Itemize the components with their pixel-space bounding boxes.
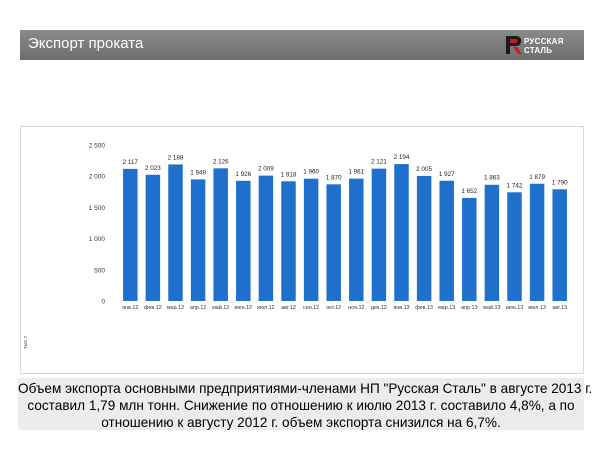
bar-value-label: 2 188 <box>168 154 184 161</box>
bar <box>394 164 409 301</box>
x-tick-label: июл.13 <box>528 305 546 311</box>
bar-value-label: 2 005 <box>416 166 432 173</box>
caption-line-1: Объем экспорта основными предприятиями-ч… <box>18 381 593 396</box>
bar-value-label: 2 023 <box>145 165 161 172</box>
bar-value-label: 2 194 <box>394 154 410 161</box>
y-tick-label: 2 500 <box>89 143 106 150</box>
bar <box>281 181 296 301</box>
bar-value-label: 2 009 <box>258 166 274 173</box>
bar <box>236 180 251 301</box>
chart-panel: 0 500 1 000 1 500 2 000 2 500 тыс.т 2 117 янв.12… <box>20 126 584 374</box>
bar <box>303 178 319 301</box>
export-bar-chart: 0 500 1 000 1 500 2 000 2 500 тыс.т 2 117 янв.12… <box>23 143 568 350</box>
caption-line-3: отношению к августу 2012 г. объем экспор… <box>101 415 501 430</box>
bar <box>371 168 387 301</box>
russian-steel-logo: РУССКАЯ СТАЛЬ <box>504 31 576 59</box>
bar-value-label: 1 863 <box>484 175 500 182</box>
x-tick-label: июл.12 <box>257 305 275 311</box>
bar <box>484 184 500 301</box>
bar-value-label: 1 961 <box>348 169 364 176</box>
x-tick-label: май.13 <box>483 304 500 311</box>
bar-value-label: 1 742 <box>507 182 523 189</box>
x-tick-label: июн.13 <box>506 305 524 311</box>
bar <box>529 183 545 301</box>
bar-value-label: 1 949 <box>190 169 206 176</box>
bar <box>168 164 183 301</box>
y-tick-label: 0 <box>101 299 105 306</box>
bar <box>439 180 454 301</box>
bar <box>462 197 477 301</box>
x-tick-label: фев.12 <box>144 305 162 311</box>
bar <box>326 184 341 301</box>
caption-line-2: составил 1,79 млн тонн. Снижение по отно… <box>27 398 575 413</box>
x-tick-label: окт.12 <box>326 305 341 311</box>
bar-value-label: 1 790 <box>552 179 568 186</box>
bar-value-label: 1 879 <box>529 174 545 181</box>
x-tick-label: июн.12 <box>235 305 253 311</box>
bar-value-label: 2 126 <box>213 158 229 165</box>
x-tick-label: мар.12 <box>167 305 184 311</box>
bar <box>190 179 206 301</box>
x-tick-label: май.12 <box>212 304 229 311</box>
bar-value-label: 1 870 <box>326 174 342 181</box>
bar <box>507 192 522 301</box>
y-tick-label: 1 500 <box>89 205 106 212</box>
x-tick-label: янв.13 <box>393 305 409 311</box>
slide-header: Экспорт проката РУССКАЯ СТАЛЬ <box>20 30 584 60</box>
bar <box>349 178 364 301</box>
x-tick-label: фев.13 <box>415 305 433 311</box>
bar-value-label: 1 926 <box>235 171 251 178</box>
bar <box>213 168 228 301</box>
x-tick-label: апр.12 <box>190 305 206 311</box>
bar <box>123 168 138 301</box>
x-tick-label: апр.13 <box>461 305 477 311</box>
y-tick-label: 500 <box>94 267 105 274</box>
bar-value-label: 1 927 <box>439 171 455 178</box>
bar-value-label: 1 918 <box>281 171 297 178</box>
x-tick-label: янв.12 <box>122 305 138 311</box>
caption-box: Объем экспорта основными предприятиями-ч… <box>18 378 593 430</box>
x-tick-label: сен.12 <box>303 305 319 311</box>
bar <box>145 174 161 301</box>
bar-value-label: 2 117 <box>123 159 139 166</box>
bar <box>552 189 567 301</box>
y-tick-label: 1 000 <box>89 236 106 243</box>
bar <box>258 175 274 301</box>
x-tick-label: авг.13 <box>552 305 567 311</box>
page-title: Экспорт проката <box>28 35 144 52</box>
x-tick-label: ноя.12 <box>348 305 364 311</box>
bar-value-label: 2 121 <box>371 159 387 166</box>
logo-mark-icon <box>506 36 522 54</box>
x-tick-label: дек.12 <box>371 305 387 311</box>
logo-text-line2: СТАЛЬ <box>524 46 553 55</box>
bar <box>416 175 432 301</box>
bar-value-label: 1 652 <box>461 188 477 195</box>
y-tick-label: 2 000 <box>89 174 106 181</box>
x-tick-label: мар.13 <box>438 305 455 311</box>
logo-text-line1: РУССКАЯ <box>524 37 564 46</box>
x-tick-label: авг.12 <box>281 305 296 311</box>
y-axis-label: тыс.т <box>23 335 29 349</box>
bar-value-label: 1 960 <box>303 169 319 176</box>
